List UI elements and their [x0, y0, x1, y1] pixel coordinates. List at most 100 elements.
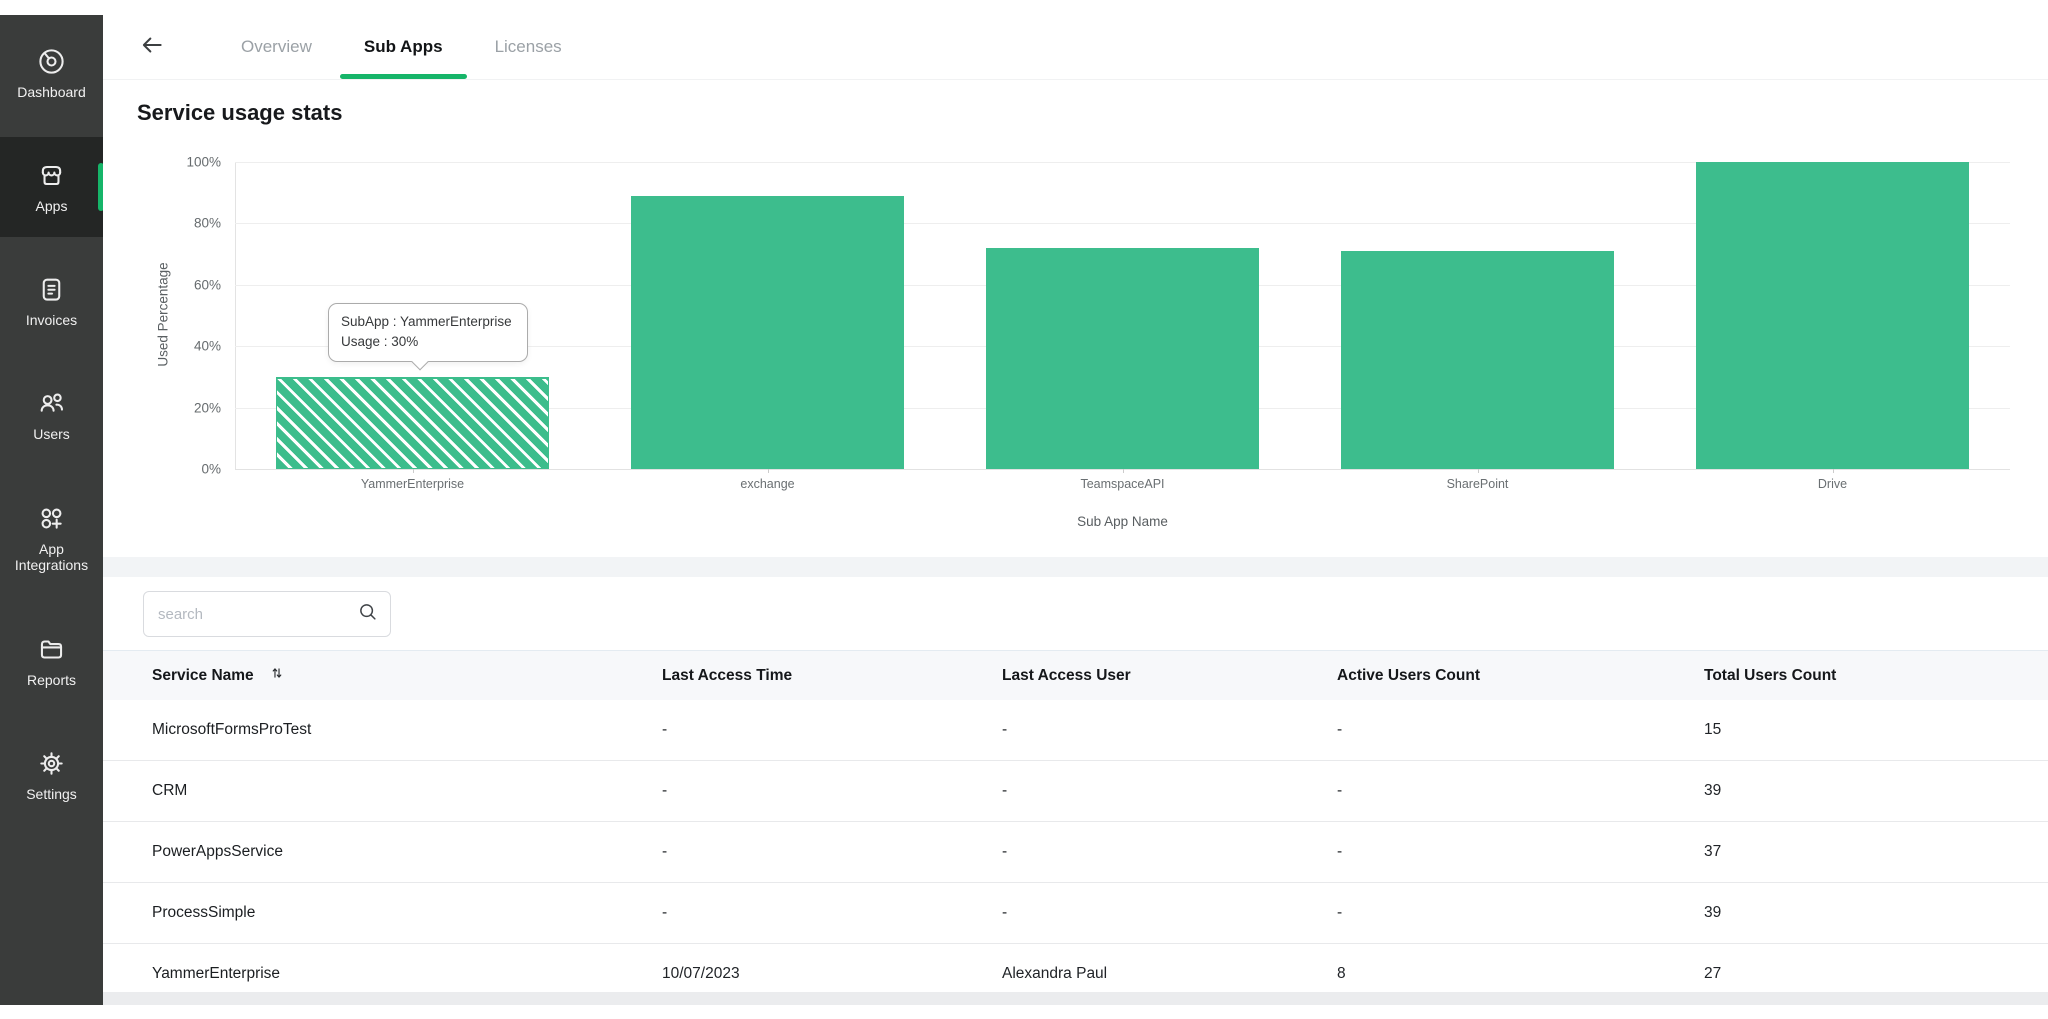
x-axis-title: Sub App Name	[1077, 514, 1168, 529]
cell-last-access-user: -	[1002, 843, 1008, 860]
cell-last-access-time: -	[662, 904, 668, 921]
cell-active-users-count: 8	[1337, 965, 1346, 982]
cell-last-access-time: -	[662, 843, 668, 860]
service-usage-chart-card: Service usage stats 0% 20% 40% 60% 80% 1…	[103, 80, 2048, 557]
chart-title: Service usage stats	[137, 100, 343, 125]
y-tick: 80%	[193, 215, 221, 231]
tooltip-usage-line: Usage : 30%	[341, 334, 419, 350]
bar-slot-teamspaceapi: TeamspaceAPI	[945, 162, 1300, 491]
y-axis-title: Used Percentage	[155, 262, 171, 367]
chart-tooltip: SubApp : YammerEnterprise Usage : 30%	[328, 303, 528, 370]
column-header-active-users-count[interactable]: Active Users Count	[1337, 666, 1480, 684]
horizontal-scrollbar-track[interactable]	[103, 992, 2048, 1005]
cell-total-users-count: 15	[1704, 721, 1722, 738]
tab-label: Sub Apps	[363, 37, 443, 56]
y-tick: 100%	[186, 154, 221, 170]
tab-sub-apps[interactable]: Sub Apps	[338, 16, 469, 79]
sidebar-item-label: Reports	[26, 671, 77, 688]
cell-active-users-count: -	[1337, 843, 1343, 860]
column-header-last-access-time[interactable]: Last Access Time	[662, 666, 793, 684]
sort-arrows-icon[interactable]	[268, 664, 286, 687]
bar-sharepoint[interactable]	[1341, 251, 1614, 469]
bar-slot-sharepoint: SharePoint	[1300, 162, 1655, 491]
cell-last-access-time: -	[662, 782, 668, 799]
sidebar-item-users[interactable]: Users	[0, 365, 103, 465]
table-row[interactable]: CRM - - - 39	[103, 761, 2048, 822]
cell-total-users-count: 39	[1704, 782, 1722, 799]
tooltip-subapp-line: SubApp : YammerEnterprise	[341, 314, 512, 329]
sidebar-item-label: Settings	[26, 785, 77, 802]
sidebar-item-app-integrations[interactable]: App Integrations	[0, 479, 103, 597]
gridline-80	[235, 223, 2010, 224]
sidebar-item-apps[interactable]: Apps	[0, 137, 104, 237]
column-header-total-users-count[interactable]: Total Users Count	[1704, 666, 1837, 684]
sidebar: Dashboard Apps Invoices Users	[0, 15, 104, 1005]
active-indicator	[98, 163, 104, 211]
cell-active-users-count: -	[1337, 782, 1343, 799]
x-category-label: TeamspaceAPI	[1080, 477, 1165, 491]
table-row[interactable]: ProcessSimple - - - 39	[103, 883, 2048, 944]
column-header-last-access-user[interactable]: Last Access User	[1002, 666, 1131, 684]
bar-drive[interactable]	[1696, 162, 1969, 469]
sidebar-item-label: Apps	[35, 197, 68, 214]
search-icon[interactable]	[357, 601, 379, 628]
active-tab-underline	[339, 73, 467, 79]
cell-service-name: MicrosoftFormsProTest	[152, 721, 312, 738]
x-category-label: YammerEnterprise	[360, 477, 465, 491]
cell-active-users-count: -	[1337, 721, 1343, 738]
cell-service-name: CRM	[152, 782, 188, 799]
invoice-document-icon	[36, 274, 67, 305]
x-category-label: SharePoint	[1446, 477, 1509, 491]
bar-exchange[interactable]	[631, 196, 904, 469]
cell-last-access-time: 10/07/2023	[662, 965, 740, 982]
dashboard-icon	[36, 46, 67, 77]
sidebar-item-settings[interactable]: Settings	[0, 725, 103, 825]
cell-last-access-user: Alexandra Paul	[1002, 965, 1108, 982]
sidebar-item-label: App Integrations	[14, 540, 89, 573]
tab-licenses[interactable]: Licenses	[469, 16, 588, 79]
y-axis-line	[235, 162, 236, 469]
bar-slot-exchange: exchange	[590, 162, 945, 491]
bar-teamspaceapi[interactable]	[986, 248, 1259, 469]
cell-last-access-user: -	[1002, 721, 1008, 738]
cell-total-users-count: 39	[1704, 904, 1722, 921]
sidebar-item-dashboard[interactable]: Dashboard	[0, 23, 103, 123]
column-header-label: Service Name	[152, 666, 254, 684]
cell-total-users-count: 37	[1704, 843, 1722, 860]
cell-last-access-user: -	[1002, 782, 1008, 799]
cell-total-users-count: 27	[1704, 965, 1722, 982]
users-icon	[36, 388, 67, 419]
x-tick	[1477, 469, 1479, 473]
app-integrations-icon	[36, 503, 67, 534]
sidebar-item-invoices[interactable]: Invoices	[0, 251, 103, 351]
gridline-100	[235, 162, 2010, 163]
bars-row: YammerEnterprise exchange TeamspaceAPI S…	[235, 162, 2010, 491]
x-category-label: exchange	[740, 477, 795, 491]
storefront-icon	[36, 160, 67, 191]
x-tick	[1122, 469, 1124, 473]
sidebar-item-label: Users	[33, 425, 70, 442]
table-row[interactable]: MicrosoftFormsProTest - - - 15	[103, 700, 2048, 761]
tab-overview[interactable]: Overview	[215, 16, 338, 79]
services-table-section: Service Name Last Access Time Last Acces…	[103, 577, 2048, 1019]
sidebar-item-reports[interactable]: Reports	[0, 611, 103, 711]
x-category-label: Drive	[1817, 477, 1848, 491]
y-tick: 20%	[193, 400, 221, 416]
y-tick: 60%	[193, 277, 221, 293]
sidebar-item-label: Invoices	[25, 311, 78, 328]
search-input[interactable]	[158, 605, 357, 623]
bar-yammerenterprise[interactable]	[276, 377, 549, 469]
section-divider-band	[103, 557, 2048, 577]
arrow-left-icon	[137, 32, 167, 63]
cell-active-users-count: -	[1337, 904, 1343, 921]
y-tick: 40%	[193, 338, 221, 354]
cell-last-access-user: -	[1002, 904, 1008, 921]
reports-folder-icon	[36, 634, 67, 665]
back-button[interactable]	[137, 30, 171, 64]
table-body: MicrosoftFormsProTest - - - 15 CRM - - -…	[103, 700, 2048, 1005]
column-header-service-name[interactable]: Service Name	[152, 664, 662, 687]
tab-label: Licenses	[494, 37, 562, 56]
table-row[interactable]: PowerAppsService - - - 37	[103, 822, 2048, 883]
x-tick	[767, 469, 769, 473]
cell-last-access-time: -	[662, 721, 668, 738]
